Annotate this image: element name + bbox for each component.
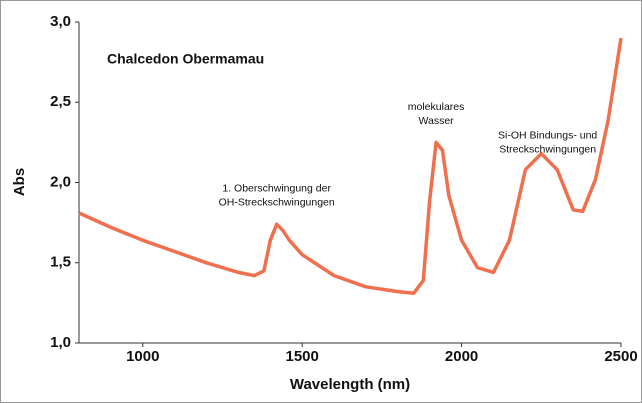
chart-title: Chalcedon Obermamau — [107, 51, 264, 67]
annotation: 1. Oberschwingung der — [222, 183, 331, 195]
annotation: Wasser — [418, 115, 454, 127]
y-axis-label: Abs — [11, 168, 28, 196]
x-axis-label: Wavelength (nm) — [290, 376, 410, 393]
data-line — [78, 37, 623, 295]
x-tick-label: 2500 — [604, 348, 637, 365]
y-tick-label: 2,5 — [50, 93, 71, 110]
y-tick-label: 1,5 — [50, 254, 71, 271]
annotation: molekulares — [408, 101, 465, 113]
annotation: Streckschwingungen — [499, 144, 596, 156]
y-tick-label: 1,0 — [50, 334, 71, 351]
y-tick-label: 2,0 — [50, 173, 71, 190]
x-tick-label: 1500 — [285, 348, 318, 365]
x-tick-label: 2000 — [445, 348, 478, 365]
x-tick-label: 1000 — [126, 348, 159, 365]
annotation: OH-Streckschwingungen — [219, 197, 335, 209]
annotation: Si-OH Bindungs- und — [498, 130, 597, 142]
y-tick-label: 3,0 — [50, 13, 71, 30]
